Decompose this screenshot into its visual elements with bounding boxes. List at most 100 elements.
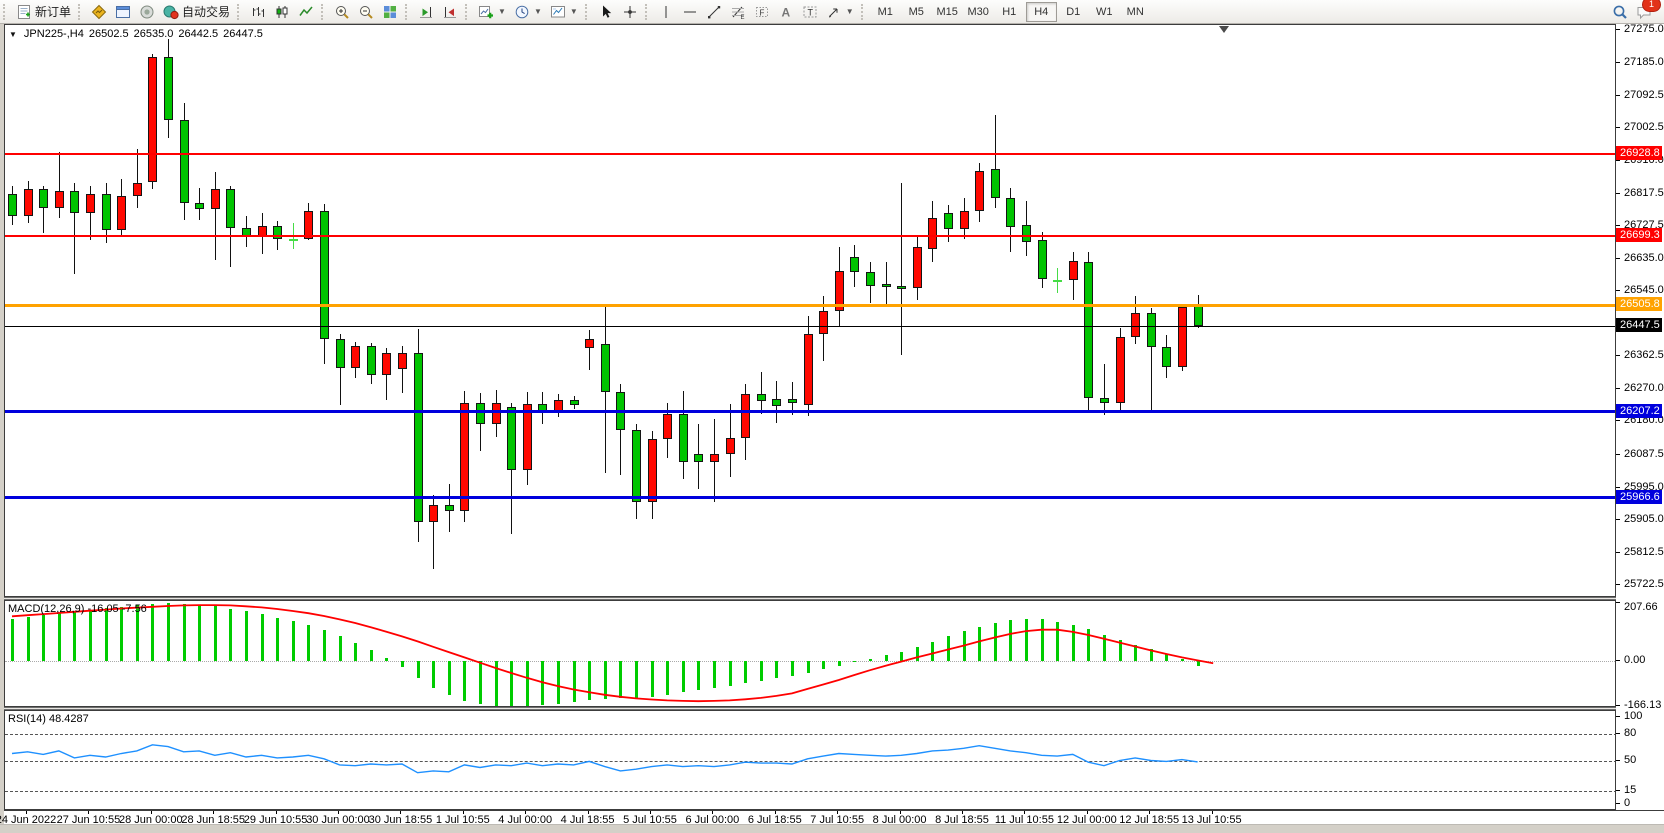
candle-wick (760, 372, 762, 415)
templates-button[interactable]: ▼ (546, 0, 582, 24)
price-tick-mark (1616, 94, 1620, 96)
zoom-out-button[interactable] (354, 0, 378, 24)
macd-histogram-bar (338, 636, 342, 661)
price-axis[interactable]: 27275.027185.027092.527002.526910.026817… (1616, 23, 1664, 810)
chart-shift-button[interactable] (438, 0, 462, 24)
price-tick-mark (1616, 192, 1620, 194)
macd-histogram-bar (104, 607, 108, 661)
time-tick-label: 28 Jun 18:55 (181, 814, 245, 826)
pane-splitter[interactable] (4, 597, 1664, 600)
time-tick-label: 24 Jun 2022 (0, 814, 57, 826)
cursor-button[interactable] (594, 0, 618, 24)
timeframe-m5-button[interactable]: M5 (908, 5, 924, 18)
macd-histogram-bar (89, 609, 92, 661)
macd-histogram-bar (276, 617, 280, 661)
macd-histogram-bar (167, 603, 170, 661)
horizontal-level-line[interactable] (5, 303, 1615, 307)
timeframe-m30-button[interactable]: M30 (967, 5, 989, 18)
macd-histogram-bar (1103, 634, 1106, 661)
rsi-pane[interactable]: RSI(14) 48.4287 (4, 710, 1616, 810)
zoom-in-button[interactable] (330, 0, 354, 24)
vertical-line-button[interactable] (654, 0, 678, 24)
macd-tick-label: 207.66 (1624, 601, 1658, 613)
timeframe-h4-button[interactable]: H4 (1025, 1, 1057, 22)
candle-body (117, 196, 127, 230)
market-watch-button[interactable] (87, 0, 111, 24)
data-window-button[interactable] (111, 0, 135, 24)
toolbar: 新订单 自动交易 ▼ ▼ ▼ E F A T ▼ M1 M5 M15 M30 H1 H4 D1 W1 MN 1 (0, 0, 1664, 24)
price-tick-mark (1616, 290, 1620, 292)
timeframe-m1-button[interactable]: M1 (877, 5, 893, 18)
macd-histogram-bar (354, 643, 358, 661)
symbol-menu-arrow-icon[interactable]: ▼ (9, 29, 17, 39)
equidistant-channel-button[interactable]: F (750, 0, 774, 24)
trendline-button[interactable] (702, 0, 726, 24)
new-order-button[interactable]: 新订单 (12, 0, 75, 24)
fibonacci-button[interactable]: E (726, 0, 750, 24)
auto-scroll-icon (418, 4, 434, 20)
timeframe-mn-button[interactable]: MN (1126, 5, 1144, 18)
macd-histogram-bar (463, 661, 467, 701)
candle-wick (901, 182, 903, 356)
candle-body (585, 339, 595, 349)
price-tick-label: 26362.5 (1624, 349, 1664, 362)
chart-bars-button[interactable] (246, 0, 270, 24)
candle-body (928, 218, 938, 249)
candle-wick (339, 333, 341, 406)
auto-scroll-button[interactable] (414, 0, 438, 24)
horizontal-level-line[interactable] (5, 410, 1615, 414)
timeframe-w1-button[interactable]: W1 (1095, 5, 1113, 18)
time-axis[interactable]: 24 Jun 2022 27 Jun 10:55 28 Jun 00:00 28 Ju… (0, 810, 1664, 826)
candle-body (398, 352, 407, 370)
macd-pane[interactable]: MACD(12,26,9) -16.05 -7.56 (4, 600, 1616, 707)
price-tick-mark (1616, 486, 1620, 488)
shapes-button[interactable]: ▼ (822, 0, 858, 24)
autotrading-button[interactable]: 自动交易 (159, 0, 234, 24)
search-button[interactable] (1608, 0, 1632, 24)
pane-splitter[interactable] (4, 707, 1664, 710)
tile-windows-button[interactable] (378, 0, 402, 24)
chart-shift-marker[interactable] (1219, 26, 1229, 33)
rsi-tick-label: 80 (1624, 727, 1637, 740)
text-button[interactable]: A (774, 0, 798, 24)
new-chart-button[interactable]: ▼ (474, 0, 510, 24)
periods-button[interactable]: ▼ (510, 0, 546, 24)
price-tick-mark (1616, 388, 1620, 390)
zoom-out-icon (358, 4, 374, 20)
navigator-button[interactable] (135, 0, 159, 24)
rsi-label: RSI(14) 48.4287 (8, 713, 89, 725)
macd-histogram-bar (432, 661, 436, 688)
main-chart-pane[interactable]: ▼ JPN225-,H4 26502.5 26535.0 26442.5 264… (4, 24, 1616, 597)
text-label-button[interactable]: T (798, 0, 822, 24)
macd-histogram-bar (728, 661, 732, 687)
chart-shift-icon (442, 4, 458, 20)
candle-body (912, 247, 922, 289)
chart-candles-button[interactable] (270, 0, 294, 24)
chart-line-button[interactable] (294, 0, 318, 24)
templates-icon (550, 4, 566, 20)
horizontal-line-button[interactable] (678, 0, 702, 24)
notifications-button[interactable]: 1 (1632, 0, 1661, 24)
timeframe-h1-button[interactable]: H1 (1002, 5, 1017, 18)
candle-wick (214, 172, 216, 261)
price-tick-mark (1616, 518, 1620, 520)
candle-wick (43, 185, 45, 234)
macd-tick-label: 0.00 (1624, 654, 1646, 666)
candle-body (273, 225, 283, 240)
horizontal-level-line[interactable] (5, 496, 1615, 500)
macd-histogram-bar (603, 661, 607, 699)
candle-body (694, 453, 704, 463)
candle-body (1131, 313, 1141, 337)
time-tick-mark (275, 811, 277, 814)
timeframe-d1-button[interactable]: D1 (1066, 5, 1081, 18)
candle-wick (589, 329, 591, 370)
horizontal-level-line[interactable] (5, 235, 1615, 237)
horizontal-level-line[interactable] (5, 153, 1615, 155)
timeframe-m15-button[interactable]: M15 (936, 5, 958, 18)
crosshair-button[interactable] (618, 0, 642, 24)
chart-title: ▼ JPN225-,H4 26502.5 26535.0 26442.5 264… (9, 28, 263, 40)
candle-wick (58, 151, 60, 218)
macd-histogram-bar (1134, 644, 1138, 661)
candle-body (756, 393, 766, 401)
price-tick-label: 27185.0 (1624, 55, 1664, 68)
